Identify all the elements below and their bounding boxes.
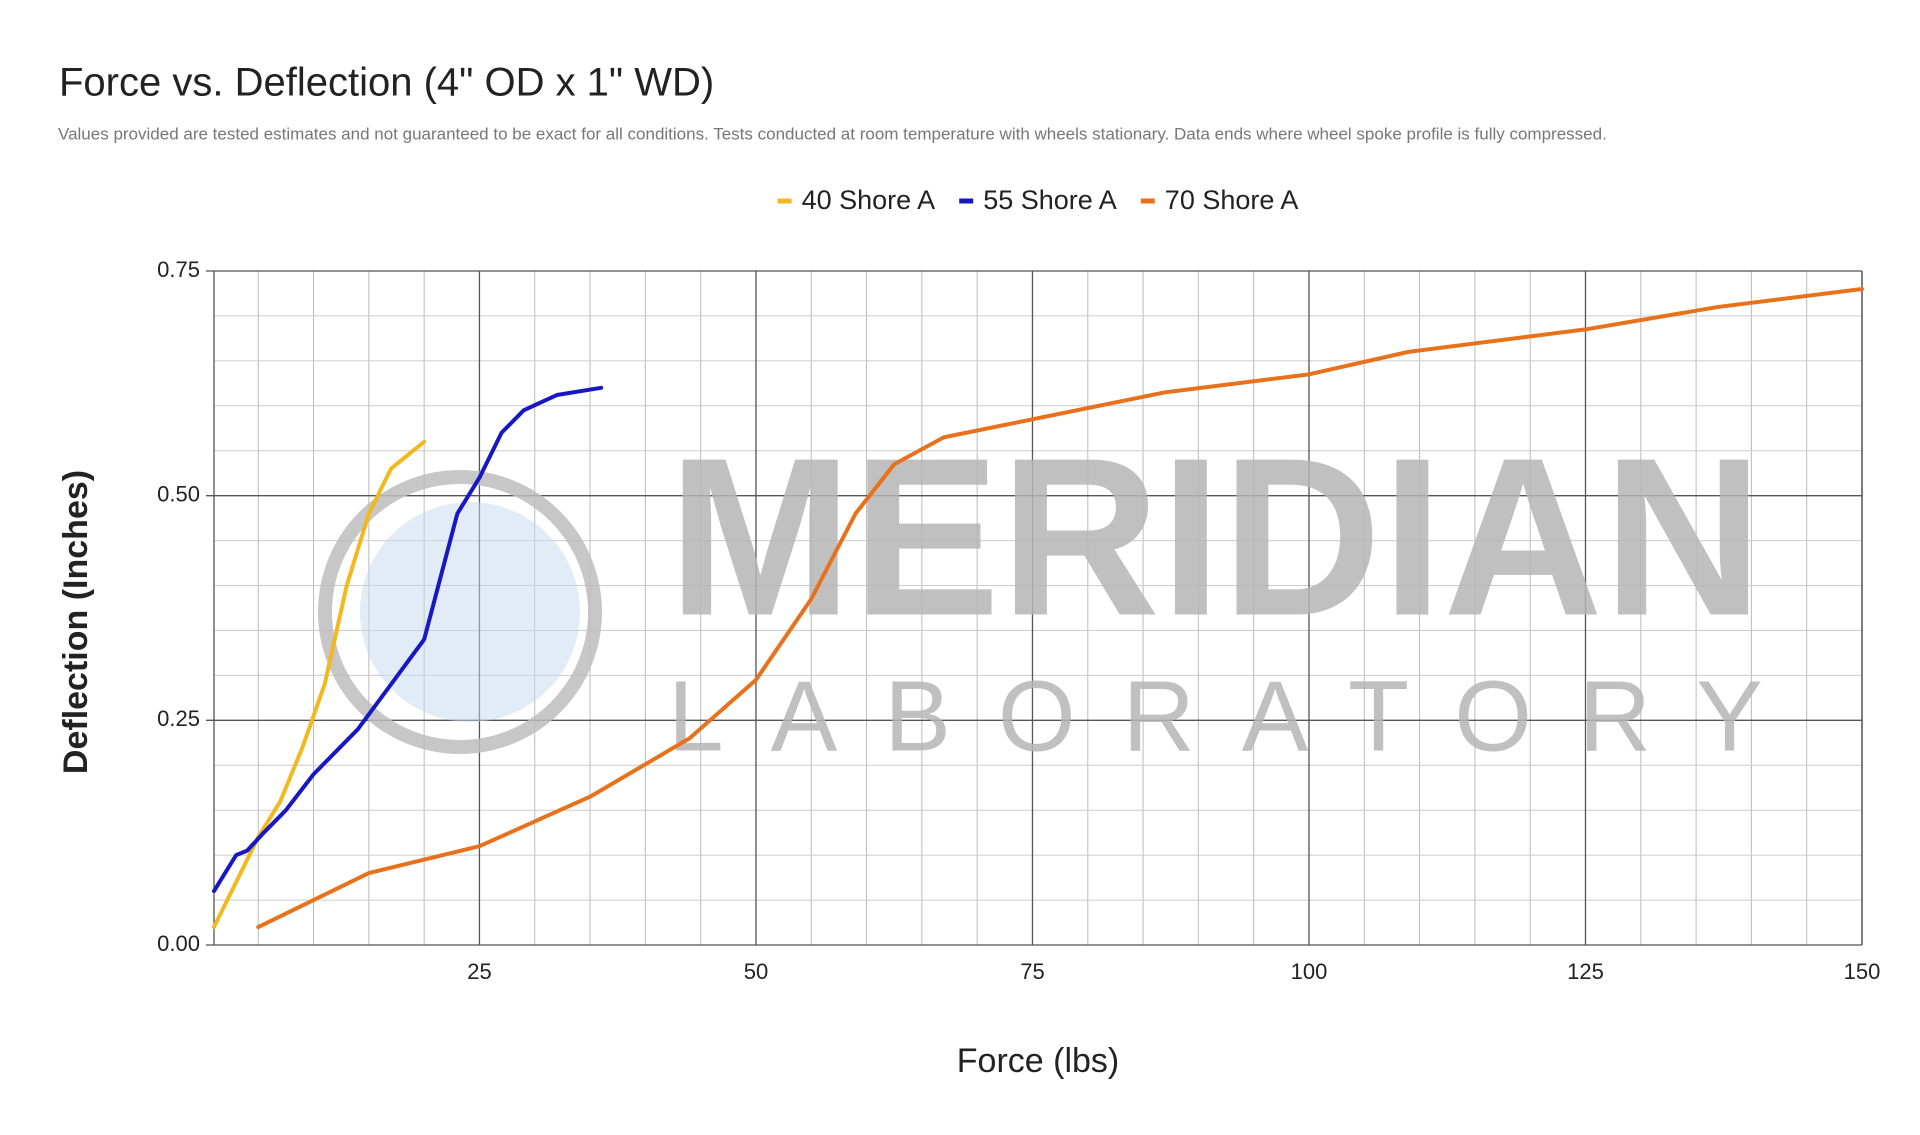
y-tick-label: 0.25 [157,706,200,731]
x-tick-label: 150 [1844,959,1881,984]
y-tick-label: 0.00 [157,931,200,956]
y-tick-label: 0.50 [157,481,200,506]
x-tick-label: 50 [744,959,768,984]
series-line [212,439,427,930]
legend-item: 55 Shore A [959,185,1117,215]
legend-label: 70 Shore A [1165,185,1299,215]
y-axis-label: Deflection (Inches) [57,470,95,774]
series-line [212,385,604,894]
watermark-text: MERIDIAN [668,410,1763,662]
chart-title: Force vs. Deflection (4" OD x 1" WD) [59,61,714,105]
legend-item: 70 Shore A [1140,185,1299,215]
legend-item: 40 Shore A [777,185,936,215]
legend-label: 55 Shore A [983,185,1117,215]
x-tick-label: 100 [1291,959,1328,984]
legend: 40 Shore A 55 Shore A 70 Shore A [777,185,1299,215]
x-tick-label: 25 [467,959,491,984]
x-tick-label: 125 [1567,959,1604,984]
y-tick-label: 0.75 [157,257,200,282]
grid [206,270,1863,946]
x-tick-label: 75 [1020,959,1044,984]
watermark-globe [318,470,602,754]
series-line [256,286,1864,930]
x-axis-label: Force (lbs) [957,1042,1119,1080]
watermark: MERIDIAN LABORATORY [318,410,1763,772]
watermark-subtext: LABORATORY [668,660,1763,772]
chart-subtitle: Values provided are tested estimates and… [58,124,1607,143]
watermark-globe-fill [360,502,580,722]
legend-label: 40 Shore A [802,185,936,215]
